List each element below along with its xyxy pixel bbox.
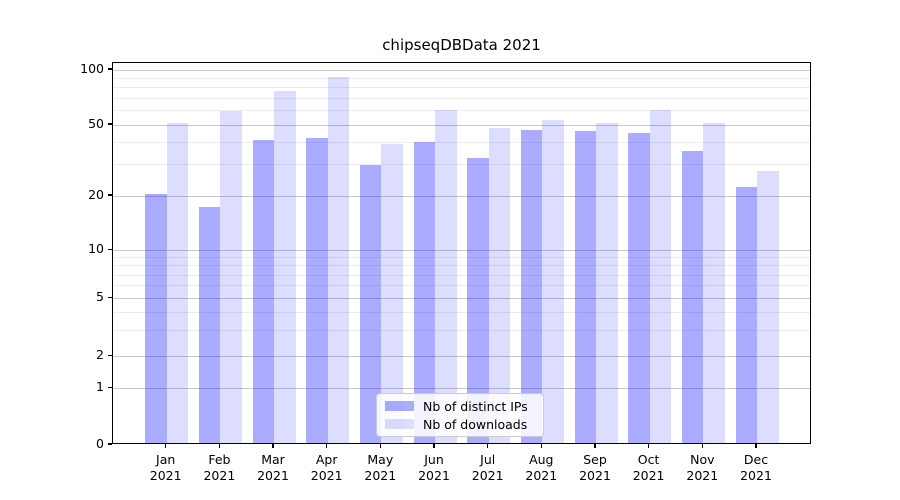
legend: Nb of distinct IPs Nb of downloads [376, 393, 544, 437]
y-axis-tick-label: 20 [88, 187, 104, 202]
gridline-minor [113, 257, 810, 259]
gridline-major [113, 355, 810, 357]
bar-distinct-ips [681, 150, 704, 443]
bar-downloads [596, 123, 618, 443]
y-tickmark [108, 248, 112, 250]
y-tickmark [108, 296, 112, 298]
x-axis-tick-label: Oct 2021 [632, 452, 665, 483]
bar-downloads [381, 144, 403, 443]
y-tickmark [108, 68, 112, 70]
x-axis-tick-label: Feb 2021 [203, 452, 236, 483]
bar-downloads [649, 109, 672, 443]
bar-distinct-ips [520, 129, 543, 443]
gridline-major [113, 124, 810, 126]
y-axis-tick-label: 0 [96, 436, 104, 451]
bar-downloads [166, 123, 189, 443]
gridline-minor [113, 164, 810, 166]
bar-distinct-ips [467, 157, 489, 443]
y-tickmark [108, 354, 112, 356]
bar-distinct-ips [359, 165, 382, 443]
bar-distinct-ips [306, 138, 328, 443]
gridline-minor [113, 330, 810, 332]
x-axis-tick-label: Jul 2021 [471, 452, 504, 483]
x-axis-tick-label: Mar 2021 [257, 452, 289, 483]
y-tickmark [108, 386, 112, 388]
gridline-major [113, 69, 810, 71]
x-tickmark [379, 444, 381, 448]
y-axis-tick-label: 100 [80, 61, 104, 76]
gridline-minor [113, 311, 810, 313]
gridline-major [113, 297, 810, 299]
bar-distinct-ips [574, 131, 596, 443]
gridline-minor [113, 110, 810, 111]
bar-distinct-ips [413, 142, 435, 443]
gridline-minor [113, 77, 810, 79]
gridline-minor [113, 141, 810, 143]
x-axis-tick-label: Jun 2021 [418, 452, 450, 483]
y-tickmark [108, 443, 112, 445]
y-axis-tick-label: 2 [96, 347, 104, 363]
gridline-minor [113, 274, 810, 276]
bar-downloads [435, 109, 457, 443]
bar-downloads [488, 127, 511, 443]
y-tickmark [108, 123, 112, 125]
x-tickmark [540, 444, 542, 448]
legend-swatch-distinct-ips [385, 401, 414, 411]
y-tickmark [108, 194, 112, 196]
x-tickmark [433, 444, 435, 448]
bar-distinct-ips [735, 186, 757, 443]
x-tickmark [647, 444, 650, 448]
x-axis-tick-label: May 2021 [364, 452, 397, 483]
y-axis-tick-label: 5 [96, 289, 104, 305]
legend-label: Nb of downloads [423, 416, 528, 432]
y-axis-tick-label: 1 [96, 379, 104, 395]
bar-downloads [703, 123, 725, 443]
gridline-minor [113, 285, 810, 287]
x-axis-tick-label: Sep 2021 [579, 452, 611, 483]
gridline-minor [113, 87, 810, 89]
bar-downloads [274, 90, 296, 443]
legend-item: Nb of downloads [385, 417, 535, 432]
x-axis-tick-label: Jan 2021 [149, 452, 182, 483]
x-tickmark [594, 444, 596, 448]
gridline-major [113, 195, 810, 197]
legend-label: Nb of distinct IPs [423, 398, 528, 414]
plot-area [112, 62, 811, 444]
bar-distinct-ips [198, 206, 221, 443]
bar-downloads [327, 77, 350, 443]
bar-downloads [757, 170, 779, 443]
x-tickmark [701, 444, 703, 448]
x-tickmark [755, 444, 757, 448]
bar-distinct-ips [628, 132, 650, 443]
bar-distinct-ips [145, 194, 167, 443]
x-axis-tick-label: Aug 2021 [525, 452, 558, 483]
x-axis-tick-label: Dec 2021 [740, 452, 772, 483]
x-tickmark [487, 444, 489, 448]
gridline-major [113, 387, 810, 389]
y-axis-tick-label: 10 [88, 241, 104, 257]
bar-downloads [220, 111, 242, 443]
x-tickmark [326, 444, 328, 448]
bar-downloads [542, 119, 564, 443]
chart-title: chipseqDBData 2021 [382, 36, 541, 54]
bar-distinct-ips [252, 140, 274, 443]
x-tickmark [165, 444, 167, 448]
y-axis-tick-label: 50 [88, 116, 104, 131]
legend-item: Nb of distinct IPs [385, 399, 535, 414]
legend-swatch-downloads [385, 419, 414, 429]
x-tickmark [272, 444, 274, 448]
x-axis-tick-label: Nov 2021 [686, 452, 719, 483]
gridline-minor [113, 97, 810, 99]
x-axis-tick-label: Apr 2021 [310, 452, 343, 483]
gridline-major [113, 249, 810, 251]
gridline-minor [113, 265, 810, 267]
x-tickmark [218, 444, 220, 448]
